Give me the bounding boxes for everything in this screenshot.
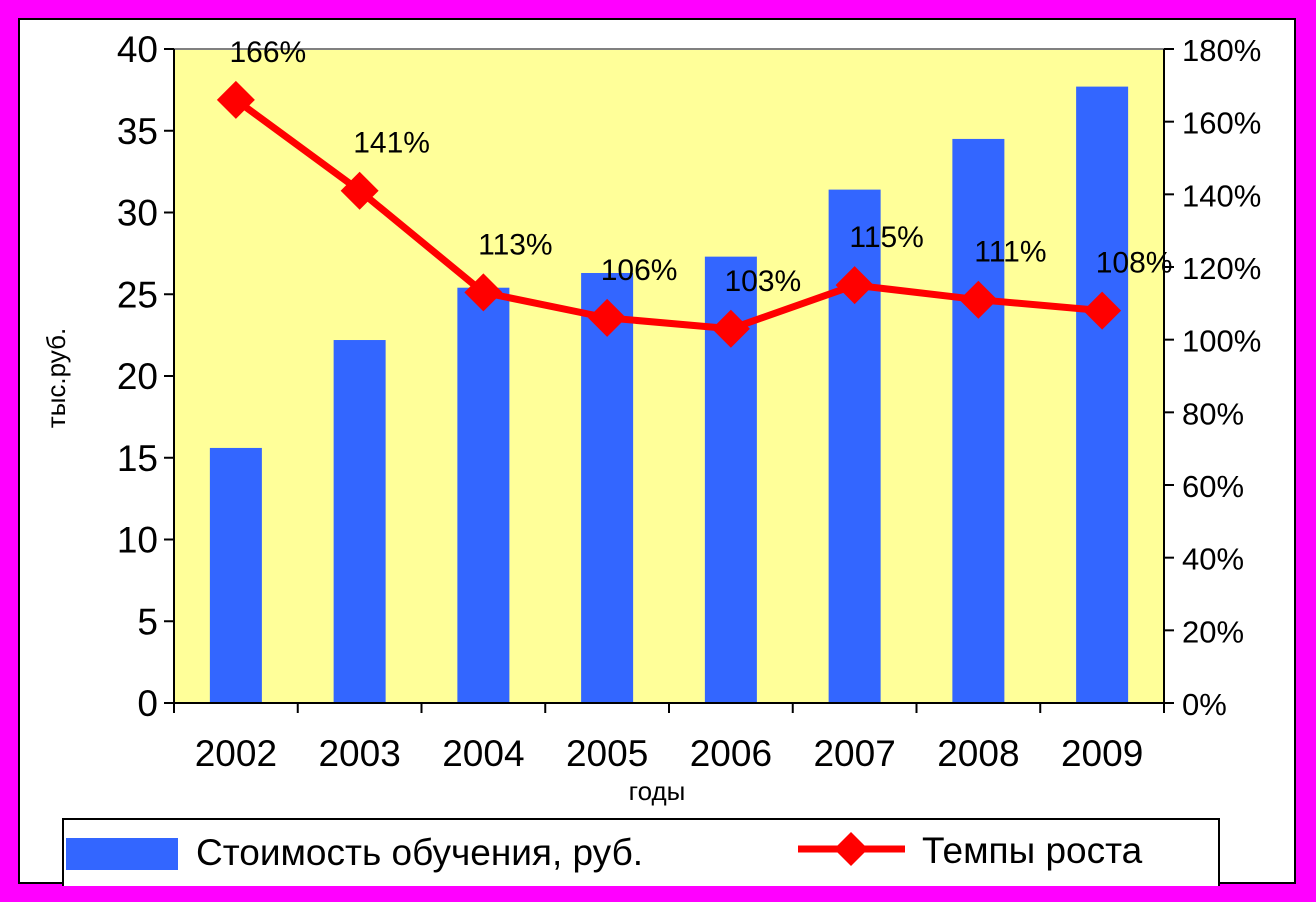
x-tick-label: 2006: [690, 733, 772, 774]
data-label-2007: 115%: [849, 221, 924, 254]
y2-tick-label: 140%: [1182, 178, 1261, 213]
x-tick-label: 2003: [318, 733, 400, 774]
y-tick-label: 40: [117, 29, 158, 70]
bar-2008: [952, 138, 1005, 704]
y2-tick-label: 120%: [1182, 251, 1261, 286]
x-tick-label: 2002: [195, 733, 277, 774]
y-tick-label: 20: [117, 356, 158, 397]
y-tick-label: 30: [117, 193, 158, 234]
y2-tick-label: 180%: [1182, 33, 1261, 68]
legend-box: [62, 818, 1220, 886]
legend: Стоимость обучения, руб. Темпы роста: [62, 818, 1220, 886]
y2-tick-label: 100%: [1182, 324, 1261, 359]
marker-2004: [464, 273, 503, 312]
marker-2007: [835, 266, 874, 305]
bar-2009: [1076, 86, 1129, 704]
x-tick-label: 2009: [1061, 733, 1143, 774]
x-axis-title: годы: [629, 776, 686, 806]
bar-2003: [333, 340, 386, 703]
x-tick-label: 2007: [813, 733, 895, 774]
chart-frame: 0 5 10 15 20 25 30 35 40 0% 20% 40% 60% 80% 100% 120% 14…: [18, 18, 1296, 886]
bar-2002: [209, 447, 262, 703]
bar-2005: [581, 272, 634, 703]
y2-tick-label: 80%: [1182, 396, 1244, 431]
y2-tick-label: 60%: [1182, 469, 1244, 504]
y-tick-label: 25: [117, 274, 158, 315]
marker-2009: [1083, 291, 1122, 330]
data-label-2008: 111%: [974, 236, 1046, 269]
marker-2005: [588, 298, 627, 337]
y-axis-title: тыс.руб.: [41, 328, 71, 428]
growth-line: [233, 97, 1103, 333]
y-tick-label: 15: [117, 438, 158, 479]
marker-2002: [216, 80, 255, 119]
data-label-2005: 106%: [601, 254, 678, 287]
y2-tick-label: 160%: [1182, 106, 1261, 141]
marker-2003: [340, 171, 379, 210]
y-tick-label: 10: [117, 520, 158, 561]
data-label-2006: 103%: [725, 265, 802, 298]
plot-area: [173, 48, 1165, 704]
data-label-2002: 166%: [230, 36, 307, 69]
bar-2004: [457, 287, 510, 703]
data-label-2003: 141%: [353, 127, 430, 160]
y-tick-label: 35: [117, 111, 158, 152]
x-tick-label: 2004: [442, 733, 524, 774]
x-tick-label: 2005: [566, 733, 648, 774]
legend-bar-swatch: [66, 838, 178, 870]
marker-2006: [711, 309, 750, 348]
data-label-2009: 108%: [1096, 247, 1173, 280]
y2-tick-label: 40%: [1182, 542, 1244, 577]
y-tick-label: 5: [137, 601, 158, 642]
marker-2008: [959, 280, 998, 319]
legend-line-label: Темпы роста: [922, 830, 1143, 871]
chart: 0 5 10 15 20 25 30 35 40 0% 20% 40% 60% 80% 100% 120% 14…: [41, 29, 1261, 886]
x-tick-label: 2008: [937, 733, 1019, 774]
y2-tick-label: 20%: [1182, 614, 1244, 649]
legend-line-marker: [834, 832, 868, 866]
y-tick-label: 0: [137, 683, 158, 724]
legend-bar-label: Стоимость обучения, руб.: [196, 832, 643, 873]
data-label-2004: 113%: [478, 228, 553, 261]
y2-tick-label: 0%: [1182, 687, 1227, 722]
